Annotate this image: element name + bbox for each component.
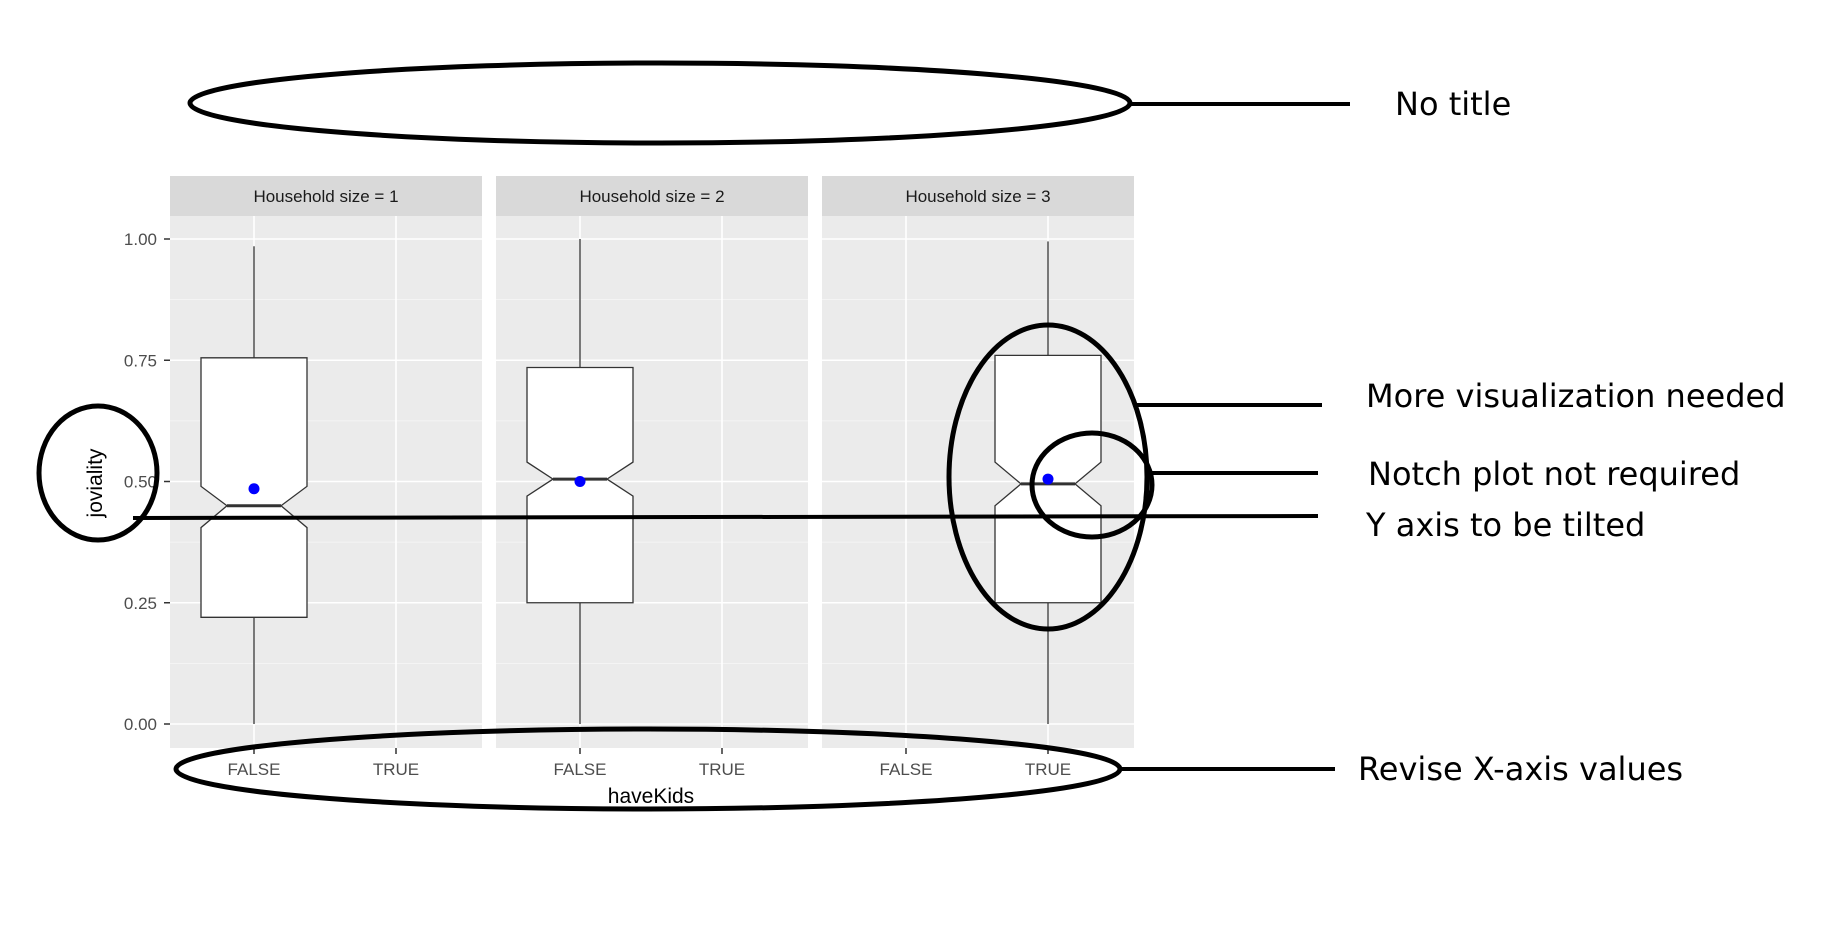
facet-strip [822, 176, 1134, 216]
facet-panels: 0.00 0.25 0.50 0.75 1.00 Household size = 1 FA… [124, 176, 1134, 779]
note-revise-x-axis: Revise X-axis values [1358, 750, 1683, 788]
x-tick-label: FALSE [228, 760, 281, 779]
facet-panel: Household size = 2 FALSE TRUE [496, 176, 808, 779]
axes: joviality haveKids [84, 448, 694, 808]
x-axis-title: haveKids [608, 785, 694, 808]
facet-strip [496, 176, 808, 216]
y-axis-title: joviality [84, 448, 107, 518]
y-axis-leader-line [132, 514, 1319, 520]
notch-ellipse [1029, 430, 1155, 540]
facet-strip [170, 176, 482, 216]
x-tick-label: FALSE [880, 760, 933, 779]
note-more-visualization: More visualization needed [1366, 377, 1786, 415]
mean-point [574, 476, 586, 487]
more-visualization-ellipse [946, 322, 1150, 632]
review-notes: No title More visualization needed Notch… [1358, 85, 1786, 788]
facet-strip-label: Household size = 2 [579, 187, 724, 206]
title-ellipse [187, 60, 1133, 146]
note-no-title: No title [1395, 85, 1511, 123]
review-annotations [36, 60, 1350, 812]
facet-panel: Household size = 3 FALSE TRUE [822, 176, 1134, 779]
y-tick-label: 0.25 [124, 594, 157, 613]
x-tick-label: FALSE [554, 760, 607, 779]
note-y-axis-tilted: Y axis to be tilted [1365, 506, 1645, 544]
y-tick-label: 1.00 [124, 230, 157, 249]
facet-strip-label: Household size = 1 [253, 187, 398, 206]
mean-point [1042, 473, 1054, 485]
mean-point [248, 483, 260, 495]
y-tick-label: 0.00 [124, 715, 157, 734]
y-axis: 0.00 0.25 0.50 0.75 1.00 [124, 230, 170, 734]
facet-strip-label: Household size = 3 [905, 187, 1050, 206]
y-axis-ellipse [36, 403, 160, 543]
y-tick-label: 0.50 [124, 473, 157, 492]
note-notch-not-required: Notch plot not required [1368, 455, 1740, 493]
x-tick-label: TRUE [373, 760, 419, 779]
x-tick-label: TRUE [1025, 760, 1071, 779]
y-tick-label: 0.75 [124, 351, 157, 370]
facet-panel: Household size = 1 FALSE TRUE [170, 176, 482, 779]
x-tick-label: TRUE [699, 760, 745, 779]
